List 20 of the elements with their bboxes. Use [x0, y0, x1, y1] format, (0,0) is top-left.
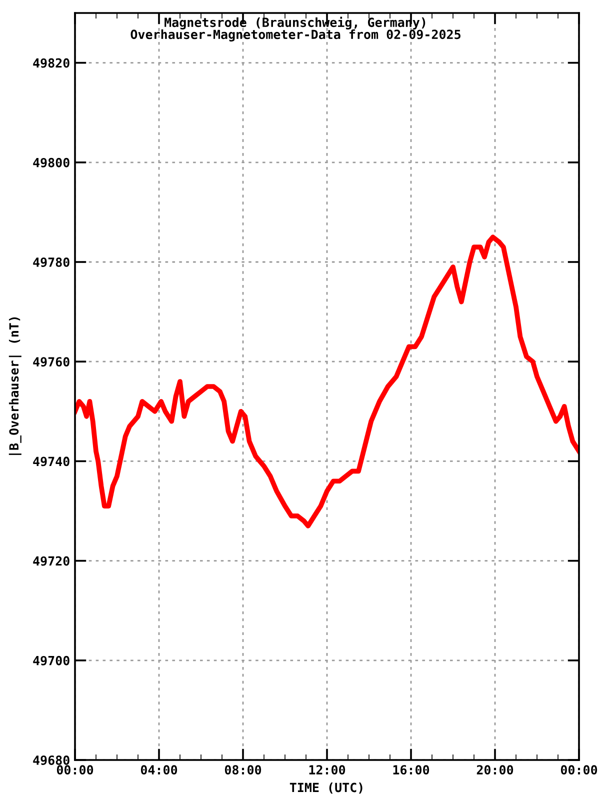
x-tick-label: 20:00 — [476, 765, 514, 775]
y-tick-label: 49700 — [33, 656, 70, 666]
x-tick-label: 00:00 — [56, 765, 94, 775]
y-tick-label: 49800 — [33, 158, 70, 168]
x-tick-label: 16:00 — [393, 765, 430, 775]
y-tick-label: 49760 — [33, 357, 70, 367]
x-axis-title: TIME (UTC) — [290, 782, 362, 794]
x-tick-label: 04:00 — [140, 765, 178, 775]
x-tick-label: 00:00 — [560, 765, 598, 775]
y-tick-label: 49680 — [33, 755, 70, 765]
y-tick-label: 49820 — [33, 58, 70, 68]
y-tick-label: 49740 — [33, 456, 70, 466]
y-tick-label: 49720 — [33, 556, 70, 566]
chart-title: Magnetsrode (Braunschweig, Germany) — [164, 16, 426, 30]
x-tick-label: 12:00 — [309, 765, 346, 775]
text: Overhauser-Magnetometer-Data from 02-09-2025 — [130, 29, 460, 42]
y-tick-label: 49780 — [33, 257, 70, 267]
y-axis-title: |B_Overhauser| (nT) — [8, 317, 22, 455]
line-series — [75, 234, 579, 528]
x-tick-label: 08:00 — [224, 765, 262, 775]
